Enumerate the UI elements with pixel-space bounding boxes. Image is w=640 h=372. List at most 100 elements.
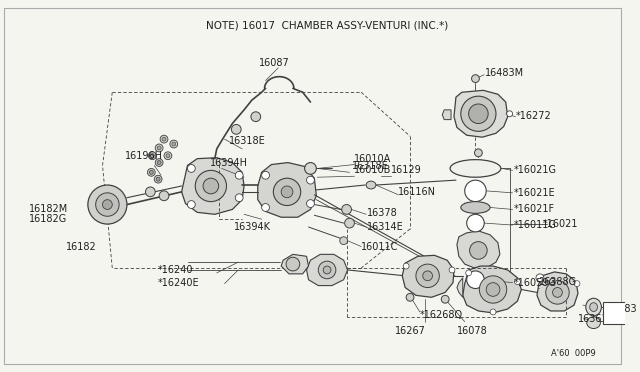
Text: 16361F: 16361F (578, 314, 614, 324)
Polygon shape (457, 278, 463, 297)
Text: 16010B: 16010B (355, 166, 392, 175)
Text: *16021G: *16021G (513, 166, 557, 175)
Circle shape (486, 283, 500, 296)
Circle shape (160, 135, 168, 143)
Text: 16378: 16378 (367, 208, 398, 218)
Polygon shape (402, 255, 454, 297)
Circle shape (423, 271, 433, 281)
Circle shape (170, 140, 178, 148)
Circle shape (159, 191, 169, 201)
Circle shape (490, 309, 496, 315)
Circle shape (88, 185, 127, 224)
Circle shape (102, 200, 112, 209)
Polygon shape (457, 231, 500, 268)
Circle shape (145, 187, 156, 197)
Circle shape (148, 152, 156, 160)
Circle shape (546, 281, 569, 304)
FancyBboxPatch shape (604, 302, 640, 324)
Text: *16021: *16021 (543, 219, 579, 229)
Circle shape (305, 163, 316, 174)
Text: 16483: 16483 (607, 304, 638, 314)
Circle shape (468, 104, 488, 124)
Circle shape (574, 281, 580, 286)
Text: 16010A: 16010A (355, 154, 392, 164)
Text: 16182: 16182 (67, 241, 97, 251)
Ellipse shape (589, 303, 598, 311)
Ellipse shape (461, 202, 490, 213)
Circle shape (340, 237, 348, 244)
Circle shape (232, 125, 241, 134)
Text: *16240: *16240 (158, 265, 194, 275)
Text: 16087: 16087 (259, 58, 290, 68)
Polygon shape (307, 254, 348, 286)
Circle shape (154, 175, 162, 183)
Text: 16182G: 16182G (29, 214, 68, 224)
Circle shape (342, 205, 351, 214)
Text: NOTE) 16017  CHAMBER ASSY-VENTURI (INC.*): NOTE) 16017 CHAMBER ASSY-VENTURI (INC.*) (206, 21, 448, 31)
Circle shape (203, 178, 219, 194)
Circle shape (273, 178, 301, 205)
Polygon shape (463, 266, 522, 313)
Text: 16267: 16267 (396, 327, 426, 336)
Text: 16388G: 16388G (539, 277, 577, 287)
Text: *16011G: *16011G (513, 220, 556, 230)
Circle shape (157, 161, 161, 164)
Text: 16314E: 16314E (367, 222, 404, 232)
Circle shape (461, 96, 496, 131)
Ellipse shape (450, 160, 501, 177)
Circle shape (323, 266, 331, 274)
Polygon shape (182, 158, 244, 214)
Circle shape (552, 288, 563, 297)
Circle shape (262, 203, 269, 211)
Circle shape (188, 164, 195, 172)
Circle shape (318, 261, 336, 279)
Circle shape (156, 159, 163, 167)
Ellipse shape (366, 181, 376, 189)
Circle shape (406, 294, 414, 301)
Text: 16011C: 16011C (361, 241, 399, 251)
Text: *16021F: *16021F (513, 205, 555, 214)
Text: A'60  00P9: A'60 00P9 (551, 349, 596, 359)
Text: *16021E: *16021E (513, 188, 555, 198)
Text: *16059G: *16059G (513, 278, 557, 288)
Circle shape (465, 180, 486, 202)
Circle shape (156, 144, 163, 152)
Text: 16318E: 16318E (228, 136, 265, 146)
Circle shape (162, 137, 166, 141)
Circle shape (166, 154, 170, 158)
Circle shape (286, 257, 300, 271)
Text: 16078: 16078 (457, 327, 488, 336)
Circle shape (307, 200, 314, 208)
Circle shape (157, 146, 161, 150)
Circle shape (251, 112, 260, 122)
Ellipse shape (587, 317, 600, 328)
Text: 16129: 16129 (390, 166, 421, 175)
Circle shape (164, 152, 172, 160)
Circle shape (262, 171, 269, 179)
Circle shape (281, 186, 293, 198)
Circle shape (515, 279, 520, 285)
Circle shape (150, 154, 154, 158)
Circle shape (307, 176, 314, 184)
Text: 16318E: 16318E (351, 161, 388, 171)
Text: 16394K: 16394K (234, 222, 271, 232)
Polygon shape (537, 272, 578, 311)
Circle shape (470, 242, 487, 259)
Text: *16268Q: *16268Q (420, 310, 463, 320)
Text: 16182M: 16182M (29, 205, 68, 214)
Circle shape (156, 177, 160, 181)
Ellipse shape (586, 298, 602, 316)
Circle shape (467, 214, 484, 232)
Polygon shape (454, 90, 508, 137)
Text: 16394H: 16394H (210, 158, 248, 167)
Polygon shape (281, 254, 308, 274)
Circle shape (467, 271, 484, 289)
Polygon shape (258, 163, 316, 217)
Text: 16116N: 16116N (398, 187, 436, 197)
Circle shape (536, 274, 544, 282)
Circle shape (149, 170, 153, 174)
Text: 16483M: 16483M (485, 68, 524, 78)
Text: *16240E: *16240E (158, 278, 200, 288)
Circle shape (416, 264, 439, 288)
Polygon shape (442, 110, 451, 120)
